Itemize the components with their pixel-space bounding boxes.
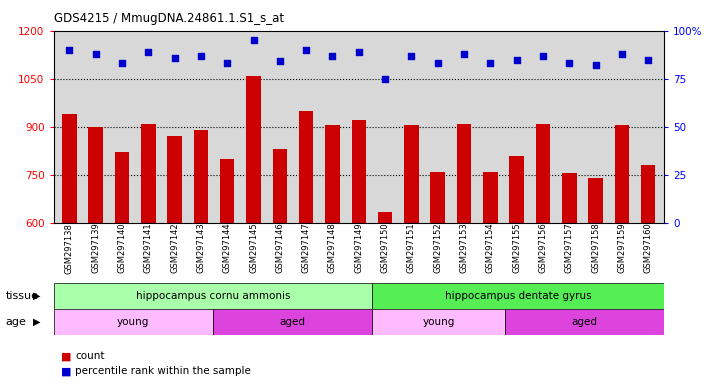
Text: GSM297147: GSM297147 (301, 223, 311, 273)
Text: GSM297144: GSM297144 (223, 223, 232, 273)
Text: GSM297146: GSM297146 (276, 223, 284, 273)
Bar (372, 309, 505, 335)
Text: GDS4215 / MmugDNA.24861.1.S1_s_at: GDS4215 / MmugDNA.24861.1.S1_s_at (54, 12, 283, 25)
Bar (246, 76, 261, 223)
Point (248, 37, 259, 43)
Bar (115, 152, 129, 223)
Point (143, 49, 154, 55)
Text: GSM297155: GSM297155 (512, 223, 521, 273)
Text: GSM297149: GSM297149 (354, 223, 363, 273)
Bar (588, 178, 603, 223)
Point (195, 53, 206, 59)
Bar (372, 283, 664, 309)
Bar (193, 130, 208, 223)
Point (221, 60, 233, 66)
Bar (431, 172, 445, 223)
Bar (505, 309, 664, 335)
Point (563, 60, 575, 66)
Text: GSM297156: GSM297156 (538, 223, 548, 273)
Text: GSM297139: GSM297139 (91, 223, 100, 273)
Bar (54, 309, 213, 335)
Bar (562, 173, 576, 223)
Point (169, 55, 181, 61)
Text: GSM297152: GSM297152 (433, 223, 442, 273)
Bar (62, 114, 76, 223)
Text: aged: aged (279, 317, 306, 327)
Text: GSM297160: GSM297160 (644, 223, 653, 273)
Text: GSM297151: GSM297151 (407, 223, 416, 273)
Bar (509, 156, 524, 223)
Bar (378, 212, 392, 223)
Text: ■: ■ (61, 366, 71, 376)
Point (458, 51, 470, 57)
Text: GSM297158: GSM297158 (591, 223, 600, 273)
Text: young: young (422, 317, 455, 327)
Text: aged: aged (571, 317, 598, 327)
Text: ▶: ▶ (34, 291, 41, 301)
Point (301, 47, 312, 53)
Point (90, 51, 101, 57)
Text: young: young (117, 317, 149, 327)
Text: GSM297138: GSM297138 (65, 223, 74, 273)
Bar (220, 159, 234, 223)
Text: tissue: tissue (6, 291, 39, 301)
Text: GSM297140: GSM297140 (118, 223, 126, 273)
Text: GSM297145: GSM297145 (249, 223, 258, 273)
Text: GSM297142: GSM297142 (170, 223, 179, 273)
Point (274, 58, 286, 65)
Text: ■: ■ (61, 351, 71, 361)
Bar (641, 165, 655, 223)
Text: GSM297141: GSM297141 (144, 223, 153, 273)
Bar (213, 309, 372, 335)
Bar (299, 111, 313, 223)
Text: age: age (6, 317, 26, 327)
Point (511, 56, 523, 63)
Text: GSM297153: GSM297153 (460, 223, 468, 273)
Point (485, 60, 496, 66)
Bar (89, 127, 103, 223)
Point (643, 56, 654, 63)
Bar (326, 125, 340, 223)
Text: ▶: ▶ (34, 317, 41, 327)
Text: GSM297159: GSM297159 (618, 223, 626, 273)
Bar (457, 124, 471, 223)
Point (116, 60, 128, 66)
Text: GSM297150: GSM297150 (381, 223, 390, 273)
Bar (54, 283, 372, 309)
Text: hippocampus cornu ammonis: hippocampus cornu ammonis (136, 291, 290, 301)
Bar (536, 124, 550, 223)
Point (64, 47, 75, 53)
Text: GSM297154: GSM297154 (486, 223, 495, 273)
Text: GSM297157: GSM297157 (565, 223, 574, 273)
Bar (404, 125, 418, 223)
Text: count: count (75, 351, 104, 361)
Point (537, 53, 548, 59)
Point (406, 53, 417, 59)
Text: GSM297148: GSM297148 (328, 223, 337, 273)
Bar (483, 172, 498, 223)
Point (590, 62, 601, 68)
Bar (615, 125, 629, 223)
Bar (351, 120, 366, 223)
Point (379, 76, 391, 82)
Bar (167, 136, 182, 223)
Text: hippocampus dentate gyrus: hippocampus dentate gyrus (445, 291, 591, 301)
Point (432, 60, 443, 66)
Bar (141, 124, 156, 223)
Text: percentile rank within the sample: percentile rank within the sample (75, 366, 251, 376)
Bar (273, 149, 287, 223)
Point (616, 51, 628, 57)
Point (327, 53, 338, 59)
Text: GSM297143: GSM297143 (196, 223, 206, 273)
Point (353, 49, 365, 55)
